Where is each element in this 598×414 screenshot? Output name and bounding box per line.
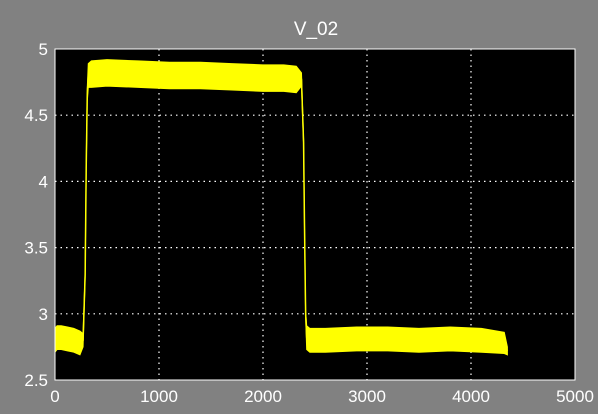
y-tick-label: 3.5 <box>24 239 48 258</box>
chart-title: V_02 <box>294 19 338 40</box>
x-tick-label: 2000 <box>244 387 282 406</box>
signal-line <box>54 72 509 352</box>
y-tick-label: 4 <box>39 172 48 191</box>
plot-area <box>55 49 575 380</box>
y-tick-label: 3 <box>39 305 48 324</box>
signal-trace <box>54 72 509 352</box>
x-tick-label: 0 <box>50 387 59 406</box>
y-tick-label: 4.5 <box>24 106 48 125</box>
plot-frame <box>54 48 576 381</box>
axis-tick-labels: 0 1000 2000 3000 4000 5000 2.5 3 3.5 4 4.5 5 <box>24 40 594 406</box>
y-tick-label: 2.5 <box>24 371 48 390</box>
y-tick-label: 5 <box>39 40 48 59</box>
x-tick-label: 4000 <box>452 387 490 406</box>
x-tick-label: 5000 <box>556 387 594 406</box>
x-tick-label: 1000 <box>140 387 178 406</box>
grid-lines <box>55 49 575 380</box>
x-tick-label: 3000 <box>348 387 386 406</box>
signal-noise-band <box>54 59 508 356</box>
signal-noise-band <box>54 59 508 356</box>
